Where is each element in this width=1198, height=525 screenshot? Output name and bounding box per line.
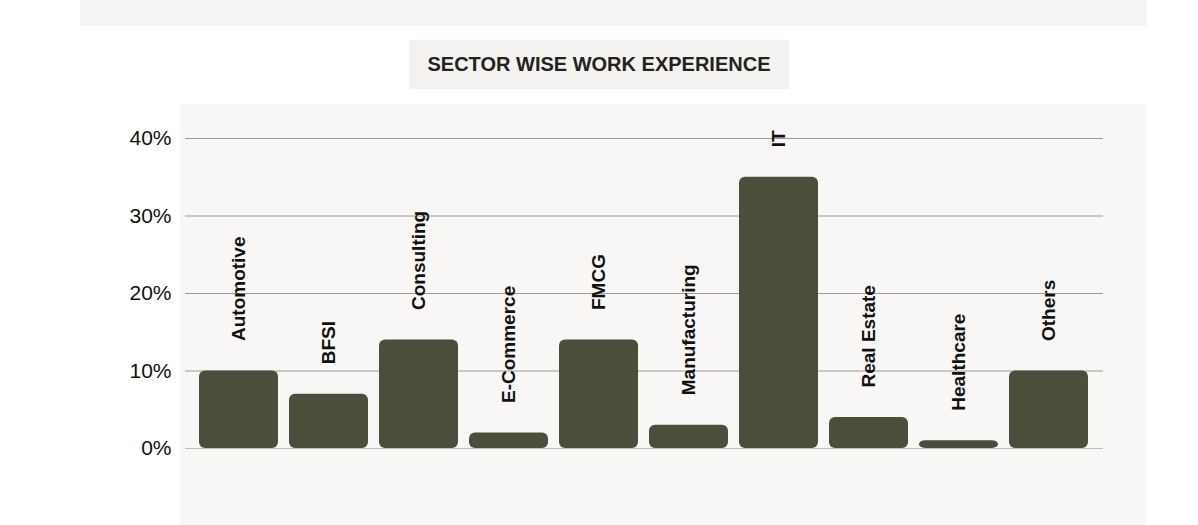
svg-text:FMCG: FMCG xyxy=(588,254,609,310)
svg-text:Automotive: Automotive xyxy=(228,237,249,342)
svg-text:30%: 30% xyxy=(129,204,171,227)
svg-text:Manufacturing: Manufacturing xyxy=(678,264,699,395)
svg-text:10%: 10% xyxy=(129,359,171,382)
svg-text:IT: IT xyxy=(768,130,789,147)
svg-text:Others: Others xyxy=(1038,280,1059,341)
svg-text:Real Estate: Real Estate xyxy=(858,285,879,387)
svg-text:Consulting: Consulting xyxy=(408,211,429,310)
html-text:SECTOR WISE WORK EXPERIENCE: SECTOR WISE WORK EXPERIENCE xyxy=(427,53,771,75)
svg-text:40%: 40% xyxy=(129,126,171,149)
svg-text:E-Commerce: E-Commerce xyxy=(498,286,519,403)
svg-text:BFSI: BFSI xyxy=(318,321,339,364)
svg-text:20%: 20% xyxy=(129,281,171,304)
svg-text:Healthcare: Healthcare xyxy=(948,314,969,411)
svg-text:0%: 0% xyxy=(141,436,171,459)
